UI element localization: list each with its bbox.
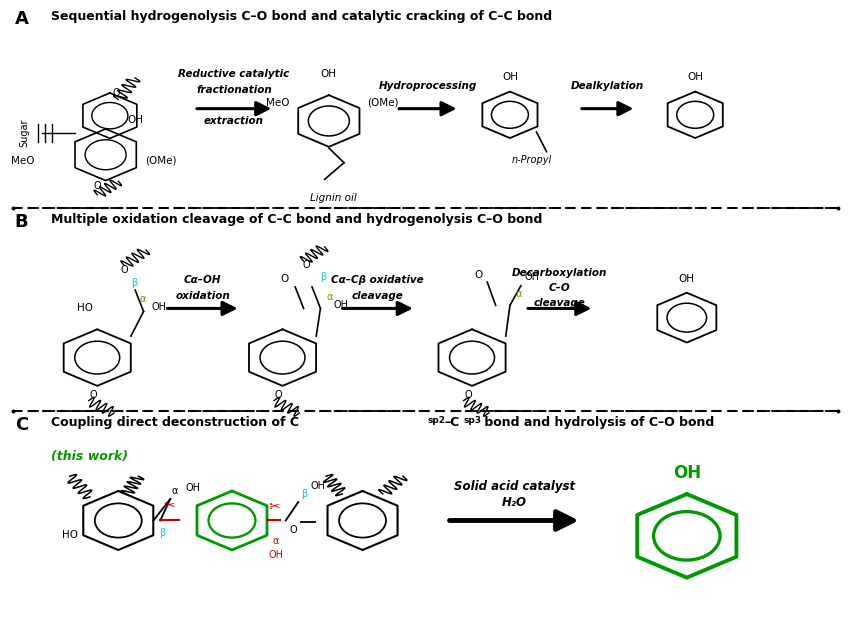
Text: OH: OH xyxy=(321,69,337,79)
Text: OH: OH xyxy=(311,481,326,491)
Text: OH: OH xyxy=(679,274,694,284)
Text: (OMe): (OMe) xyxy=(146,156,177,166)
Text: A: A xyxy=(14,11,29,28)
Text: α: α xyxy=(140,294,146,304)
Text: –C: –C xyxy=(444,416,460,429)
Text: O: O xyxy=(89,390,97,400)
Text: sp2: sp2 xyxy=(427,416,445,425)
Text: Solid acid catalyst: Solid acid catalyst xyxy=(454,480,574,493)
Text: Reductive catalytic: Reductive catalytic xyxy=(179,69,289,79)
Text: O: O xyxy=(280,274,288,284)
Text: O: O xyxy=(112,88,120,98)
Text: OH: OH xyxy=(673,464,701,482)
Text: MeO: MeO xyxy=(10,156,34,166)
Text: OH: OH xyxy=(186,483,201,493)
Text: fractionation: fractionation xyxy=(197,85,272,95)
Text: sp3: sp3 xyxy=(464,416,482,425)
Text: O: O xyxy=(290,525,298,535)
Text: O: O xyxy=(120,265,128,275)
Text: Cα–Cβ oxidative: Cα–Cβ oxidative xyxy=(331,275,424,285)
Text: Decarboxylation: Decarboxylation xyxy=(512,268,608,278)
Text: n-Propyl: n-Propyl xyxy=(511,155,551,164)
Text: ✂: ✂ xyxy=(268,500,280,515)
Text: O: O xyxy=(94,181,101,191)
Text: (this work): (this work) xyxy=(51,450,128,463)
Text: HO: HO xyxy=(77,303,94,313)
Text: ✂: ✂ xyxy=(163,499,175,513)
Text: bond and hydrolysis of C–O bond: bond and hydrolysis of C–O bond xyxy=(480,416,714,429)
Text: MeO: MeO xyxy=(266,98,289,108)
Text: α: α xyxy=(326,292,333,302)
Text: OH: OH xyxy=(502,72,518,82)
Text: Lignin oil: Lignin oil xyxy=(310,194,357,204)
Text: Sugar: Sugar xyxy=(20,119,30,148)
Text: OH: OH xyxy=(688,72,703,82)
Text: α: α xyxy=(172,486,179,496)
Text: O: O xyxy=(302,260,310,270)
Text: H₂O: H₂O xyxy=(501,497,527,510)
Text: cleavage: cleavage xyxy=(351,291,403,301)
Text: O: O xyxy=(275,390,283,400)
Text: OH: OH xyxy=(524,272,540,282)
Text: Sequential hydrogenolysis C–O bond and catalytic cracking of C–C bond: Sequential hydrogenolysis C–O bond and c… xyxy=(51,11,552,23)
Text: Hydroprocessing: Hydroprocessing xyxy=(379,82,477,92)
Text: β: β xyxy=(301,489,307,499)
Text: C: C xyxy=(14,416,28,434)
Text: HO: HO xyxy=(62,530,77,540)
Text: Coupling direct deconstruction of C: Coupling direct deconstruction of C xyxy=(51,416,299,429)
Text: β: β xyxy=(131,278,137,288)
Text: (OMe): (OMe) xyxy=(367,98,398,108)
Text: Dealkylation: Dealkylation xyxy=(571,82,644,92)
Text: α: α xyxy=(272,536,279,546)
Text: Multiple oxidation cleavage of C–C bond and hydrogenolysis C–O bond: Multiple oxidation cleavage of C–C bond … xyxy=(51,213,542,226)
Text: extraction: extraction xyxy=(204,116,264,126)
Text: OH: OH xyxy=(152,302,167,312)
Text: oxidation: oxidation xyxy=(175,291,230,301)
Text: O: O xyxy=(475,270,483,280)
Text: cleavage: cleavage xyxy=(534,298,585,308)
Text: α: α xyxy=(516,289,523,299)
Text: OH: OH xyxy=(333,300,348,310)
Text: B: B xyxy=(14,213,28,231)
Text: Cα–OH: Cα–OH xyxy=(184,275,221,285)
Text: C–O: C–O xyxy=(549,283,570,293)
Text: OH: OH xyxy=(127,115,143,125)
Text: β: β xyxy=(321,272,327,282)
Text: β: β xyxy=(159,528,165,538)
Text: O: O xyxy=(464,390,471,400)
Text: OH: OH xyxy=(268,550,283,560)
